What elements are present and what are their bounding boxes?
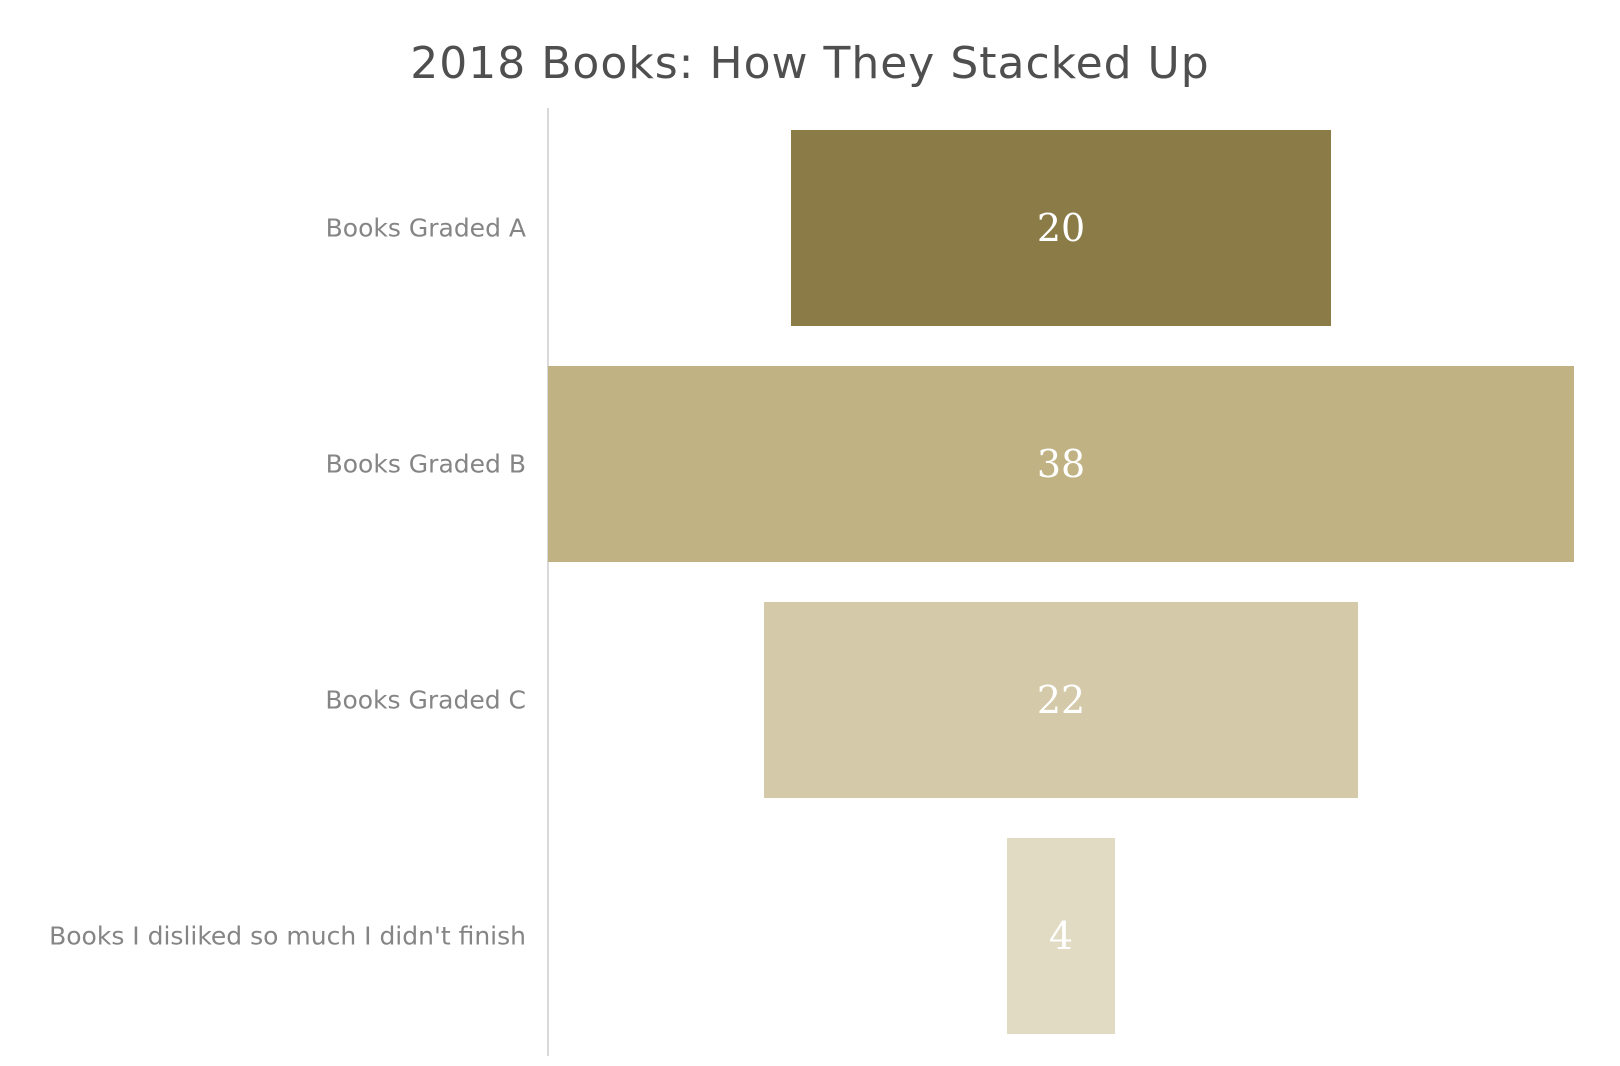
bar-value-label: 4 xyxy=(1049,914,1073,958)
category-tick-label: Books Graded B xyxy=(326,450,526,479)
category-tick-label: Books I disliked so much I didn't finish xyxy=(49,922,526,951)
bar-value-label: 20 xyxy=(1037,206,1085,250)
funnel-bar xyxy=(791,130,1331,326)
funnel-bar xyxy=(764,602,1358,798)
funnel-bar xyxy=(548,366,1574,562)
bar-value-label: 22 xyxy=(1037,678,1085,722)
category-tick-label: Books Graded C xyxy=(325,686,526,715)
bar-value-label: 38 xyxy=(1037,442,1085,486)
chart-title: 2018 Books: How They Stacked Up xyxy=(410,38,1210,89)
funnel-bar xyxy=(1007,838,1115,1034)
category-tick-label: Books Graded A xyxy=(326,214,526,243)
